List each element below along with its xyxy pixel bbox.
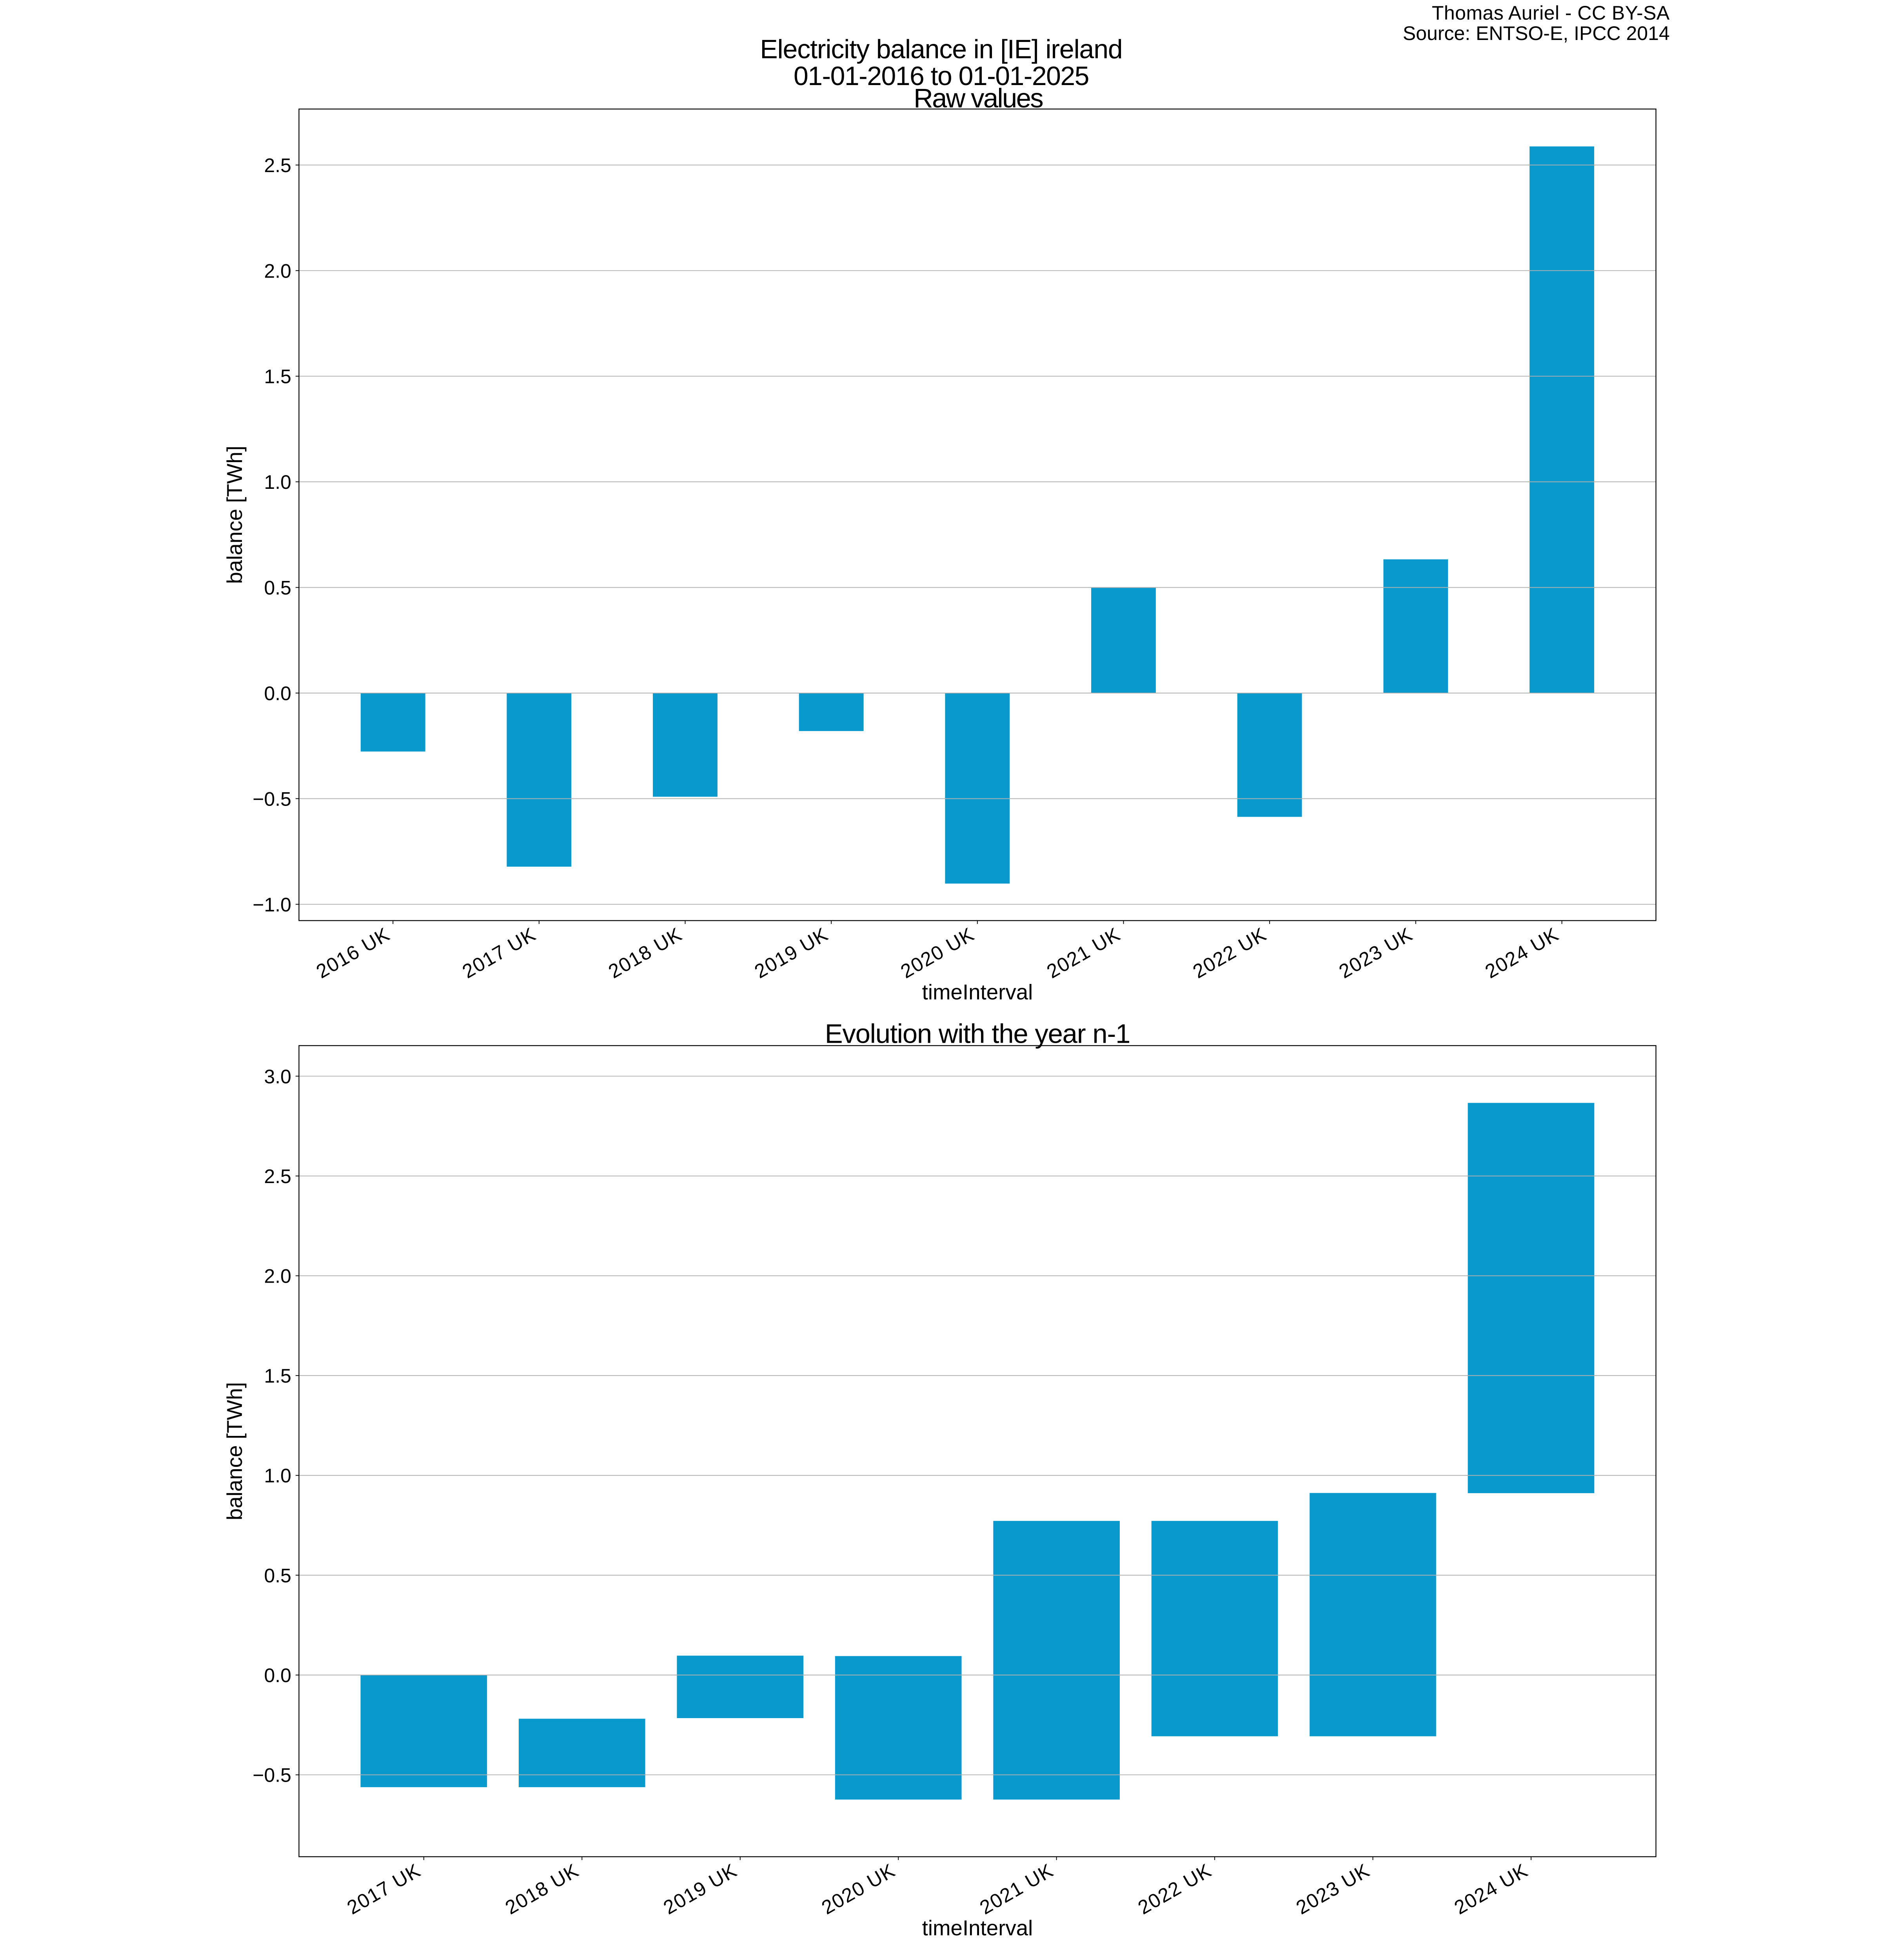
svg-text:Evolution with the year n-1: Evolution with the year n-1 — [825, 1018, 1130, 1049]
svg-text:−1.0: −1.0 — [253, 894, 291, 916]
svg-text:2.5: 2.5 — [264, 1165, 291, 1187]
svg-text:0.5: 0.5 — [264, 1564, 291, 1586]
svg-text:−0.5: −0.5 — [253, 788, 291, 810]
svg-text:1.5: 1.5 — [264, 366, 291, 388]
svg-text:Source: ENTSO-E, IPCC 2014: Source: ENTSO-E, IPCC 2014 — [1403, 22, 1670, 44]
svg-text:balance [TWh]: balance [TWh] — [222, 1382, 247, 1520]
svg-text:0.0: 0.0 — [264, 1664, 291, 1686]
svg-text:balance [TWh]: balance [TWh] — [222, 446, 247, 584]
svg-text:0.0: 0.0 — [264, 682, 291, 704]
svg-text:3.0: 3.0 — [264, 1065, 291, 1087]
svg-text:Electricity balance in [IE] ir: Electricity balance in [IE] ireland — [760, 34, 1122, 64]
svg-text:timeInterval: timeInterval — [922, 1916, 1033, 1940]
svg-text:0.5: 0.5 — [264, 577, 291, 599]
svg-text:2.0: 2.0 — [264, 260, 291, 282]
svg-text:2.5: 2.5 — [264, 154, 291, 176]
svg-text:1.0: 1.0 — [264, 1465, 291, 1487]
svg-text:1.0: 1.0 — [264, 471, 291, 493]
svg-text:timeInterval: timeInterval — [922, 980, 1033, 1004]
svg-text:Raw values: Raw values — [914, 83, 1043, 113]
svg-text:1.5: 1.5 — [264, 1365, 291, 1387]
svg-text:Thomas Auriel - CC BY-SA: Thomas Auriel - CC BY-SA — [1432, 2, 1670, 24]
svg-text:−0.5: −0.5 — [253, 1764, 291, 1786]
svg-text:01-01-2016 to 01-01-2025: 01-01-2016 to 01-01-2025 — [794, 61, 1089, 91]
svg-text:2.0: 2.0 — [264, 1265, 291, 1287]
